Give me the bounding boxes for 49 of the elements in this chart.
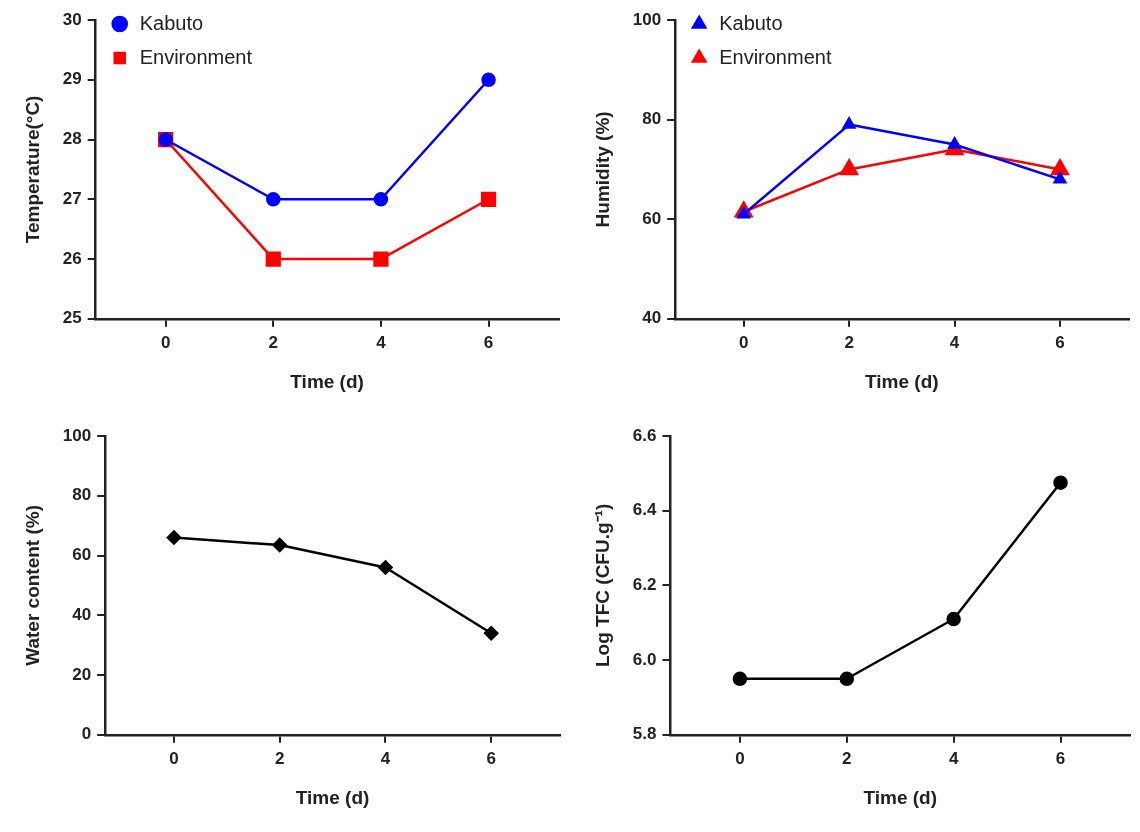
x-axis-title: Time (d) <box>295 786 370 808</box>
y-tick-label: 5.8 <box>632 724 657 744</box>
y-tick-label: 20 <box>72 664 92 684</box>
x-axis-title: Time (d) <box>290 370 364 392</box>
y-axis-title: Water content (%) <box>21 505 43 666</box>
x-tick-label: 2 <box>274 748 285 768</box>
y-tick-label: 27 <box>62 188 82 208</box>
x-axis-title: Time (d) <box>863 786 937 808</box>
y-tick-label: 6.4 <box>632 500 657 520</box>
x-tick-label: 0 <box>169 748 179 768</box>
x-tick-label: 6 <box>486 748 496 768</box>
y-tick-label: 28 <box>62 129 82 149</box>
x-tick-label: 6 <box>1055 332 1065 352</box>
y-tick-label: 40 <box>72 604 92 624</box>
x-tick-label: 4 <box>380 748 391 768</box>
y-tick-label: 100 <box>632 9 662 29</box>
y-tick-label: 6.6 <box>632 425 657 445</box>
y-tick-label: 29 <box>62 69 82 89</box>
y-tick-label: 100 <box>62 425 92 445</box>
legend-label: Kabuto <box>139 11 204 34</box>
x-tick-label: 4 <box>948 748 959 768</box>
y-tick-label: 6.2 <box>632 575 657 595</box>
x-axis-title: Time (d) <box>865 370 939 392</box>
y-tick-label: 6.0 <box>632 649 657 669</box>
y-tick-label: 80 <box>642 109 662 129</box>
x-tick-label: 4 <box>376 332 387 352</box>
y-tick-label: 0 <box>81 724 92 744</box>
x-tick-label: 0 <box>738 332 749 352</box>
legend-label: Kabuto <box>719 11 783 34</box>
y-axis-title: Humidity (%) <box>591 111 613 228</box>
y-tick-label: 26 <box>62 248 82 268</box>
x-tick-label: 6 <box>483 332 494 352</box>
y-axis-title: Temperature(°C) <box>21 95 43 244</box>
x-tick-label: 2 <box>844 332 854 352</box>
y-tick-label: 60 <box>642 208 662 228</box>
y-tick-label: 80 <box>72 485 92 505</box>
y-tick-label: 25 <box>62 308 82 328</box>
y-axis-title: Log TFC (CFU.g⁻¹) <box>591 503 613 668</box>
x-tick-label: 0 <box>160 332 171 352</box>
x-tick-label: 0 <box>735 748 745 768</box>
legend-label: Environment <box>719 45 832 68</box>
x-tick-label: 2 <box>268 332 279 352</box>
x-tick-label: 2 <box>842 748 852 768</box>
y-tick-label: 40 <box>642 308 662 328</box>
x-tick-label: 6 <box>1055 748 1066 768</box>
x-tick-label: 4 <box>949 332 960 352</box>
y-tick-label: 60 <box>72 545 92 565</box>
y-tick-label: 30 <box>62 9 82 29</box>
legend-label: Environment <box>139 45 253 68</box>
